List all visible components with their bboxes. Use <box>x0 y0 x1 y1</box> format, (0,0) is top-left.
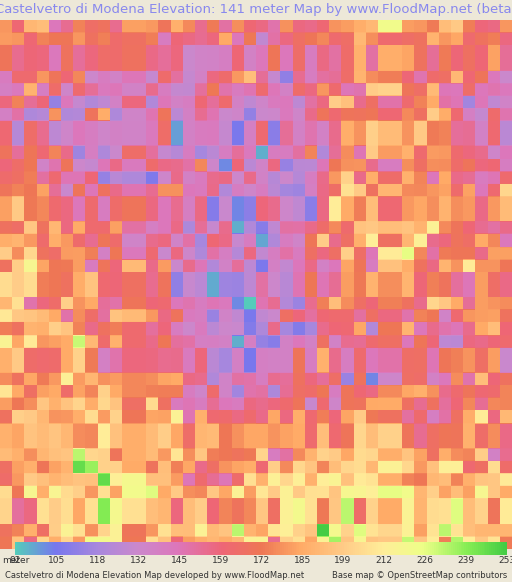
Text: 172: 172 <box>252 556 270 565</box>
Text: meter: meter <box>3 556 30 565</box>
Text: 212: 212 <box>375 556 393 565</box>
Text: 239: 239 <box>457 556 475 565</box>
Text: 92: 92 <box>10 556 21 565</box>
Text: 145: 145 <box>170 556 188 565</box>
Text: 105: 105 <box>48 556 65 565</box>
Text: 253: 253 <box>498 556 512 565</box>
Text: 118: 118 <box>89 556 106 565</box>
Text: 226: 226 <box>416 556 434 565</box>
Text: 199: 199 <box>334 556 352 565</box>
Text: 132: 132 <box>130 556 147 565</box>
Text: Base map © OpenStreetMap contributors: Base map © OpenStreetMap contributors <box>332 570 507 580</box>
Text: Castelvetro di Modena Elevation Map developed by www.FloodMap.net: Castelvetro di Modena Elevation Map deve… <box>5 570 304 580</box>
Text: 185: 185 <box>293 556 311 565</box>
Text: 159: 159 <box>211 556 229 565</box>
Text: Castelvetro di Modena Elevation: 141 meter Map by www.FloodMap.net (beta): Castelvetro di Modena Elevation: 141 met… <box>0 3 512 16</box>
